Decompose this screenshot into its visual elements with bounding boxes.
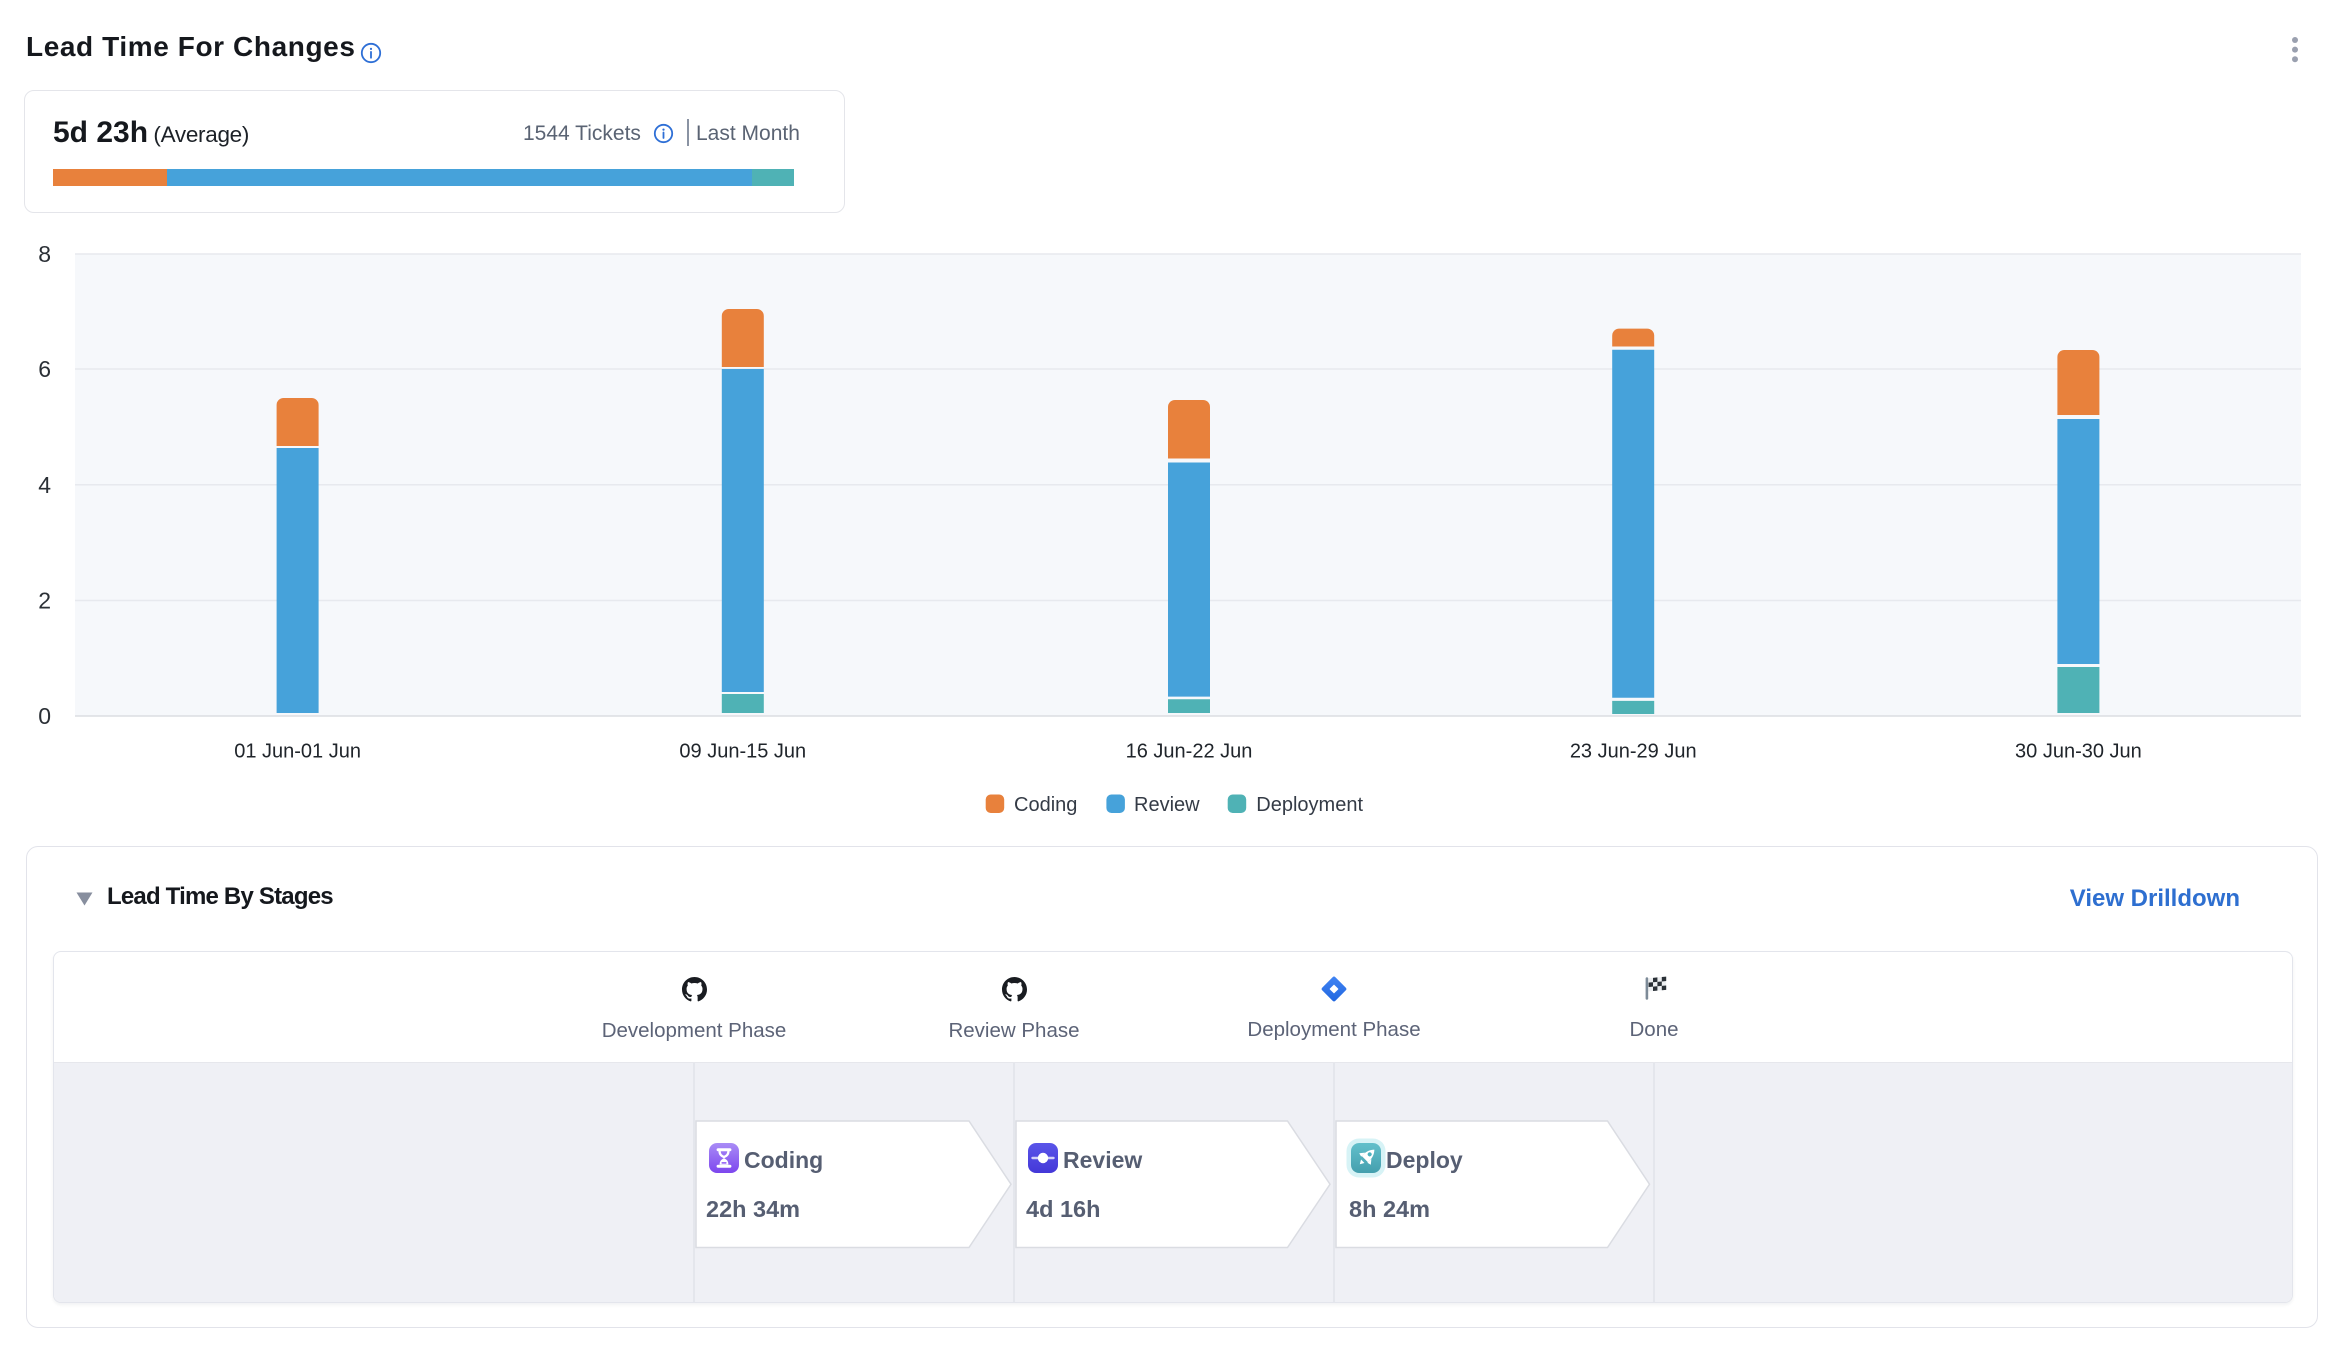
- svg-text:16 Jun-22 Jun: 16 Jun-22 Jun: [1126, 741, 1253, 763]
- svg-text:Review: Review: [1134, 794, 1200, 816]
- svg-text:8: 8: [38, 241, 51, 267]
- svg-text:4: 4: [38, 472, 51, 498]
- svg-text:30 Jun-30 Jun: 30 Jun-30 Jun: [2015, 741, 2142, 763]
- svg-text:01 Jun-01 Jun: 01 Jun-01 Jun: [234, 741, 361, 763]
- svg-text:Deployment: Deployment: [1256, 794, 1363, 816]
- svg-text:Coding: Coding: [1014, 794, 1077, 816]
- svg-text:2: 2: [38, 588, 51, 614]
- svg-text:23 Jun-29 Jun: 23 Jun-29 Jun: [1570, 741, 1697, 763]
- svg-text:0: 0: [38, 703, 51, 729]
- svg-text:6: 6: [38, 356, 51, 382]
- svg-text:09 Jun-15 Jun: 09 Jun-15 Jun: [679, 741, 806, 763]
